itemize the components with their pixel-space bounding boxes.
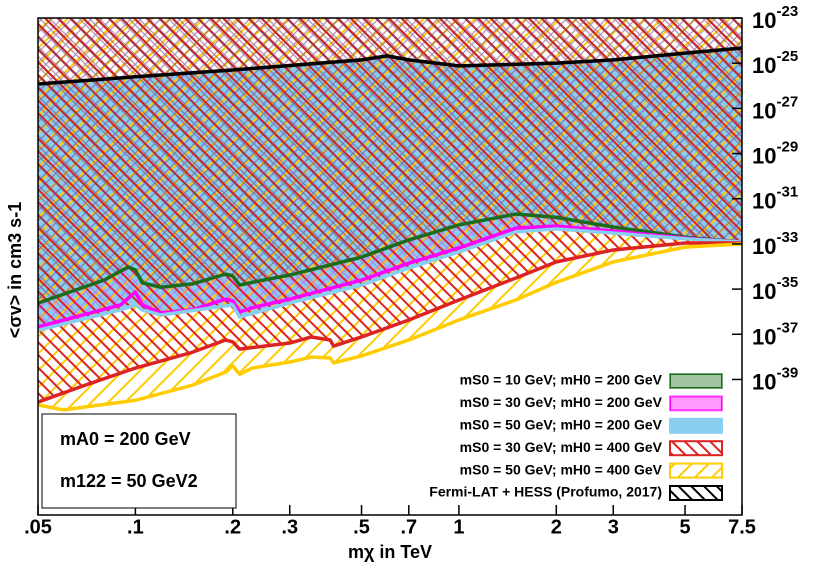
axes: .05.1.2.3.5.7 1 2 3 5 7.510-2310-2510-2710-29… (24, 3, 798, 538)
y-tick-label: 10-37 (752, 319, 798, 349)
y-tick-exponent: -27 (776, 93, 798, 110)
series-line (37, 242, 743, 412)
x-tick-label: .05 (24, 516, 52, 538)
annotation: m122 = 50 GeV2 (60, 471, 198, 491)
y-tick-exponent: -33 (776, 229, 798, 246)
legend-swatch (669, 395, 723, 412)
y-tick-base: 10 (752, 234, 776, 259)
legend-label: mS0 = 10 GeV; mH0 = 200 GeV (460, 372, 663, 388)
y-tick-label: 10-23 (752, 3, 798, 33)
x-tick-label: 5 (679, 516, 690, 538)
series-line (37, 241, 742, 404)
legend-swatch (669, 417, 723, 434)
x-tick-label: 3 (608, 516, 619, 538)
y-tick-label: 10-27 (752, 93, 798, 123)
y-tick-base: 10 (752, 324, 776, 349)
y-tick-exponent: -35 (776, 274, 798, 291)
y-axis-title: <σv> in cm3 s-1 (5, 202, 25, 338)
x-tick-label: .7 (400, 516, 417, 538)
y-tick-exponent: -25 (776, 48, 798, 65)
lines (37, 46, 743, 412)
x-tick-label: .1 (127, 516, 144, 538)
legend-swatch (669, 373, 723, 389)
x-tick-label: 1 (453, 516, 464, 538)
y-tick-exponent: -39 (776, 364, 798, 381)
y-tick-exponent: -37 (776, 319, 798, 336)
y-tick-exponent: -29 (776, 139, 798, 156)
legend-label: mS0 = 50 GeV; mH0 = 400 GeV (460, 461, 663, 477)
legend: mS0 = 10 GeV; mH0 = 200 GeV mS0 = 30 GeV;… (429, 372, 723, 501)
series-line (37, 46, 743, 86)
y-tick-exponent: -31 (776, 184, 798, 201)
legend-label: mS0 = 50 GeV; mH0 = 200 GeV (460, 417, 663, 433)
x-tick-label: 7.5 (728, 516, 756, 538)
x-axis-title: mχ in TeV (348, 542, 432, 562)
y-tick-label: 10-39 (752, 364, 798, 394)
annotation: mA0 = 200 GeV (60, 429, 191, 449)
y-tick-base: 10 (752, 189, 776, 214)
annotation-box (41, 413, 237, 509)
legend-label: mS0 = 30 GeV; mH0 = 200 GeV (460, 394, 663, 410)
legend-label: Fermi-LAT + HESS (Profumo, 2017) (429, 484, 662, 500)
y-tick-base: 10 (752, 98, 776, 123)
legend-swatch (669, 440, 723, 457)
y-tick-label: 10-35 (752, 274, 798, 304)
y-tick-label: 10-33 (752, 229, 798, 259)
y-tick-label: 10-25 (752, 48, 798, 78)
area (38, 18, 742, 304)
x-tick-label: .2 (224, 516, 241, 538)
x-tick-label: .3 (281, 516, 298, 538)
x-tick-label: 2 (551, 516, 562, 538)
series-line (37, 227, 743, 332)
legend-label: mS0 = 30 GeV; mH0 = 400 GeV (460, 439, 663, 455)
y-tick-base: 10 (752, 369, 776, 394)
series-line (37, 224, 743, 329)
y-tick-exponent: -23 (776, 3, 798, 20)
y-tick-base: 10 (752, 279, 776, 304)
y-tick-label: 10-29 (752, 139, 798, 169)
legend-swatch (669, 462, 723, 479)
legend-swatch (669, 485, 723, 501)
y-tick-base: 10 (752, 8, 776, 33)
x-tick-label: .5 (353, 516, 370, 538)
series-line (37, 212, 743, 305)
y-tick-label: 10-31 (752, 184, 798, 214)
y-tick-base: 10 (752, 143, 776, 168)
y-tick-base: 10 (752, 53, 776, 78)
plot-frame (37, 17, 743, 516)
